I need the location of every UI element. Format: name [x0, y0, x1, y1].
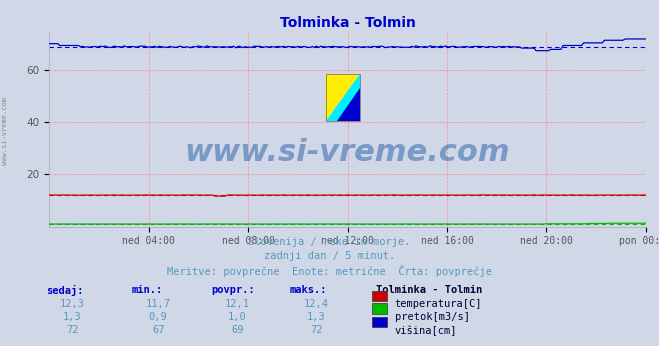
Polygon shape [337, 88, 360, 121]
Text: www.si-vreme.com: www.si-vreme.com [185, 138, 511, 167]
Text: 1,0: 1,0 [228, 312, 246, 322]
Bar [326, 74, 360, 121]
Text: 12,1: 12,1 [225, 299, 250, 309]
Polygon shape [326, 74, 360, 121]
Text: pretok[m3/s]: pretok[m3/s] [395, 312, 470, 322]
Text: 1,3: 1,3 [63, 312, 82, 322]
Text: 1,3: 1,3 [307, 312, 326, 322]
Text: www.si-vreme.com: www.si-vreme.com [2, 98, 9, 165]
Text: 0,9: 0,9 [149, 312, 167, 322]
Text: Slovenija / reke in morje.: Slovenija / reke in morje. [248, 237, 411, 247]
Text: 11,7: 11,7 [146, 299, 171, 309]
Text: 72: 72 [310, 325, 322, 335]
Text: povpr.:: povpr.: [211, 285, 254, 295]
Text: 72: 72 [67, 325, 78, 335]
Text: Meritve: povprečne  Enote: metrične  Črta: povprečje: Meritve: povprečne Enote: metrične Črta:… [167, 265, 492, 277]
Text: temperatura[C]: temperatura[C] [395, 299, 482, 309]
Title: Tolminka - Tolmin: Tolminka - Tolmin [279, 16, 416, 30]
Text: 12,3: 12,3 [60, 299, 85, 309]
Text: Tolminka - Tolmin: Tolminka - Tolmin [376, 285, 482, 295]
Text: maks.:: maks.: [290, 285, 328, 295]
Text: višina[cm]: višina[cm] [395, 325, 457, 336]
Text: min.:: min.: [132, 285, 163, 295]
Text: 69: 69 [231, 325, 243, 335]
Text: zadnji dan / 5 minut.: zadnji dan / 5 minut. [264, 251, 395, 261]
Polygon shape [326, 74, 360, 121]
Text: sedaj:: sedaj: [46, 285, 84, 297]
Text: 67: 67 [152, 325, 164, 335]
Text: 12,4: 12,4 [304, 299, 329, 309]
